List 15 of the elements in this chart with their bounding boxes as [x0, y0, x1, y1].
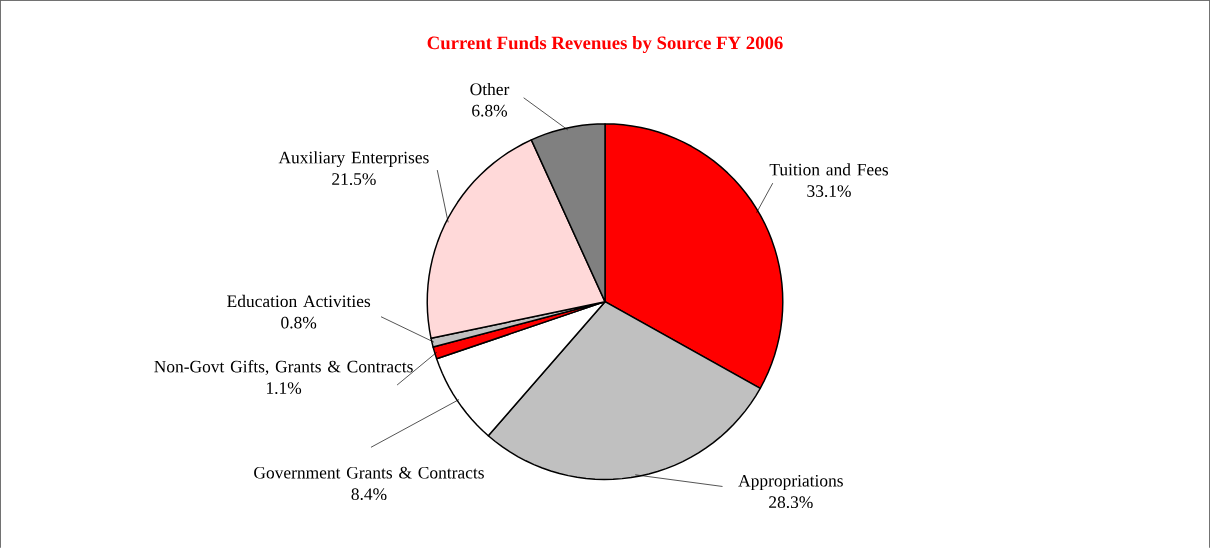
- data-label: 28.3%: [769, 496, 813, 509]
- slice-label: Non-Govt Gifts, Grants & Contracts: [154, 359, 413, 375]
- slice-label: Education Activities: [227, 294, 371, 308]
- chart-title: Current Funds Revenues by Source FY 2006: [427, 35, 783, 54]
- data-label: 6.8%: [472, 104, 508, 117]
- data-label: 33.1%: [807, 185, 851, 197]
- slice-label: Auxiliary Enterprises: [278, 151, 429, 168]
- data-label: 0.8%: [281, 316, 317, 329]
- slice-label: Appropriations: [738, 474, 843, 491]
- slice-label: Tuition and Fees: [769, 163, 889, 176]
- slice-label: Other: [470, 82, 510, 96]
- slice-label: Government Grants & Contracts: [254, 466, 484, 479]
- data-label: 8.4%: [351, 488, 387, 501]
- data-label: 1.1%: [266, 382, 302, 394]
- data-label: 21.5%: [332, 173, 376, 185]
